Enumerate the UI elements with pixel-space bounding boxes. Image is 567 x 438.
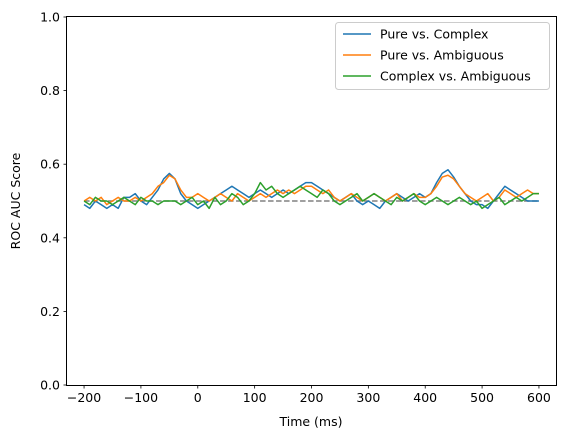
y-axis-label: ROC AUC Score bbox=[8, 152, 23, 249]
y-tick-label: 0.0 bbox=[40, 378, 60, 393]
plot-frame bbox=[66, 16, 557, 386]
x-tick-label: 0 bbox=[194, 390, 202, 405]
legend-label: Complex vs. Ambiguous bbox=[380, 69, 531, 84]
x-axis-label: Time (ms) bbox=[278, 414, 342, 429]
legend: Pure vs. Complex Pure vs. Ambiguous Comple… bbox=[335, 22, 550, 90]
x-tick-label: 400 bbox=[413, 390, 437, 405]
x-tick-label: 500 bbox=[470, 390, 494, 405]
x-axis-ticks: −200 −100 0 100 200 300 400 500 600 bbox=[67, 385, 551, 405]
y-tick-label: 0.4 bbox=[40, 230, 60, 245]
y-tick-label: 0.8 bbox=[40, 83, 60, 98]
x-tick-label: 300 bbox=[356, 390, 380, 405]
x-tick-label: −200 bbox=[67, 390, 101, 405]
y-tick-label: 0.2 bbox=[40, 304, 60, 319]
y-tick-label: 1.0 bbox=[40, 10, 60, 25]
x-tick-label: 600 bbox=[527, 390, 551, 405]
series-layer bbox=[83, 168, 539, 210]
series-line-pure-vs-ambiguous bbox=[83, 174, 539, 206]
x-tick-label: −100 bbox=[124, 390, 158, 405]
legend-box bbox=[335, 22, 550, 90]
x-tick-label: 200 bbox=[300, 390, 324, 405]
x-tick-label: 100 bbox=[243, 390, 267, 405]
legend-label: Pure vs. Complex bbox=[380, 27, 488, 42]
legend-label: Pure vs. Ambiguous bbox=[380, 48, 504, 63]
y-tick-label: 0.6 bbox=[40, 157, 60, 172]
y-axis-ticks: 0.0 0.2 0.4 0.6 0.8 1.0 bbox=[40, 10, 67, 393]
series-line-complex-vs-ambiguous bbox=[83, 181, 539, 210]
